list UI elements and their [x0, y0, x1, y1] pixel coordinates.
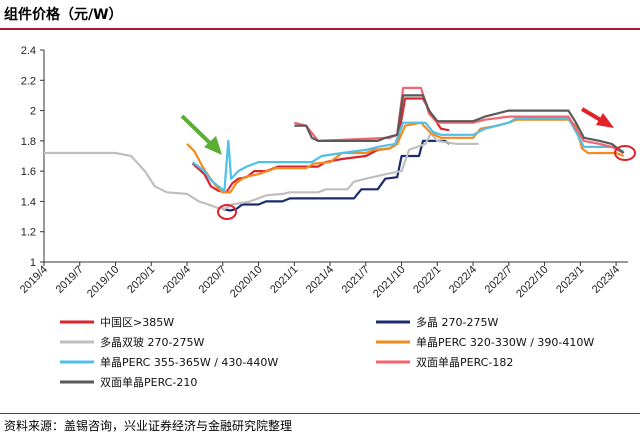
annotations [180, 107, 636, 220]
y-tick-label: 2.2 [21, 75, 36, 87]
series-line-5 [294, 86, 625, 154]
legend-label-4: 单晶PERC 355-365W / 430-440W [100, 356, 278, 369]
x-tick-label: 2023/4 [590, 264, 622, 296]
y-tick-label: 2 [30, 106, 36, 118]
footer-rule [0, 413, 640, 414]
legend-label-2: 多晶双玻 270-275W [100, 335, 204, 349]
series-line-3 [186, 118, 625, 194]
x-tick-label: 2023/1 [554, 264, 586, 296]
title-rule [0, 28, 640, 30]
x-tick-label: 2021/4 [304, 264, 336, 296]
series-line-6 [294, 94, 625, 154]
y-tick-label: 2.4 [21, 45, 36, 57]
x-tick-label: 2020/7 [197, 264, 229, 296]
x-tick-label: 2020/1 [125, 264, 157, 296]
legend: 中国区>385W 多晶 270-275W 多晶双玻 270-275W 单晶PERC 3… [60, 315, 594, 389]
red-arrow-annotation [580, 107, 614, 128]
series-layer [44, 86, 625, 212]
legend-label-1: 多晶 270-275W [416, 315, 498, 329]
x-tick-label: 2021/1 [268, 264, 300, 296]
chart-title: 组件价格（元/W） [4, 7, 123, 23]
series-line-1 [222, 139, 450, 212]
x-tick-label: 2019/10 [85, 264, 122, 301]
y-tick-label: 1.4 [21, 196, 36, 208]
y-tick-label: 1.8 [21, 136, 36, 148]
x-tick-label: 2020/4 [161, 264, 193, 296]
x-tick-label: 2022/7 [483, 264, 515, 296]
legend-label-0: 中国区>385W [100, 316, 174, 329]
source-note: 资料来源：盖锡咨询，兴业证券经济与金融研究院整理 [4, 419, 293, 433]
series-line-4 [191, 117, 624, 192]
green-arrow-annotation [180, 114, 222, 155]
x-tick-label: 2022/10 [514, 264, 551, 301]
y-tick-label: 1 [30, 257, 36, 269]
x-tick-label: 2022/4 [447, 264, 479, 296]
y-tick-label: 1.2 [21, 227, 36, 239]
x-tick-label: 2021/7 [340, 264, 372, 296]
legend-label-3: 单晶PERC 320-330W / 390-410W [416, 336, 594, 349]
x-tick-label: 2021/10 [371, 264, 408, 301]
legend-label-6: 双面单晶PERC-210 [100, 376, 197, 389]
x-tick-label: 2020/10 [228, 264, 265, 301]
y-tick-label: 1.6 [21, 166, 36, 178]
legend-label-5: 双面单晶PERC-182 [416, 356, 513, 369]
red-circle-annotation-2020 [217, 204, 237, 220]
series-line-2 [44, 132, 479, 211]
x-tick-label: 2022/1 [411, 264, 443, 296]
x-tick-label: 2019/7 [54, 264, 86, 296]
red-circle-annotation-2023 [614, 145, 636, 161]
